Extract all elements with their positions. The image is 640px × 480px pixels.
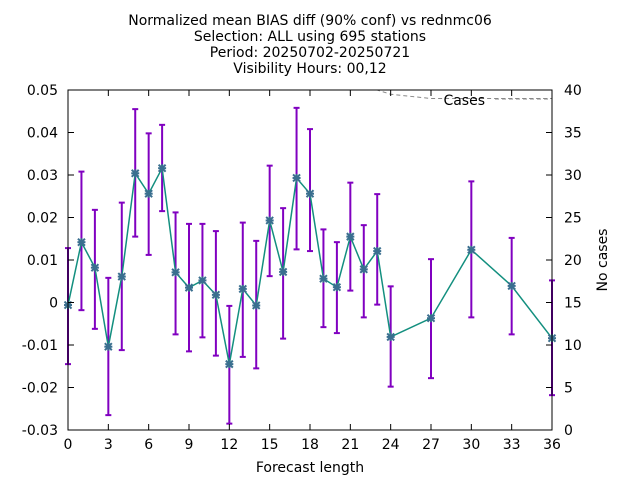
data-point <box>373 246 382 256</box>
data-point <box>198 276 207 285</box>
data-point <box>131 169 140 178</box>
y2-tick-label: 25 <box>564 211 582 227</box>
y2-tick-label: 30 <box>564 168 582 184</box>
marker-layer <box>63 163 557 369</box>
data-point <box>265 216 274 225</box>
y-tick-label: -0.02 <box>22 381 58 397</box>
x-axis: 0 3 6 9 12 15 18 21 24 27 30 33 36 <box>64 90 561 453</box>
y-tick-label: -0.03 <box>22 423 58 439</box>
x-tick-label: 21 <box>341 437 359 453</box>
x-tick-label: 36 <box>543 437 561 453</box>
data-point <box>332 282 342 292</box>
y-tick-label: 0.05 <box>27 83 58 99</box>
data-point <box>292 173 301 183</box>
x-tick-label: 12 <box>220 437 238 453</box>
x-tick-label: 30 <box>462 437 480 453</box>
x-tick-label: 6 <box>144 437 153 453</box>
chart-title: Normalized mean BIAS diff (90% conf) vs … <box>128 13 492 77</box>
data-point <box>426 314 436 323</box>
chart-title-line-1: Normalized mean BIAS diff (90% conf) vs … <box>128 13 492 29</box>
data-point <box>359 265 368 274</box>
legend-cases-label: Cases <box>443 93 485 109</box>
data-point <box>77 237 86 247</box>
data-point <box>346 232 355 241</box>
x-axis-label: Forecast length <box>256 460 364 476</box>
data-point <box>144 189 153 198</box>
legend: Cases <box>443 93 550 109</box>
y-axis: -0.03 -0.02 -0.01 0 0.01 0.02 0.03 0.04 0.05 <box>22 83 74 439</box>
x-tick-label: 33 <box>503 437 521 453</box>
y2-tick-label: 40 <box>564 83 582 99</box>
y-tick-label: 0.02 <box>27 211 58 227</box>
x-tick-label: 9 <box>185 437 194 453</box>
y-tick-label: 0.04 <box>27 126 58 142</box>
y-tick-label: 0.01 <box>27 253 58 269</box>
data-point <box>386 332 395 342</box>
chart-title-line-3: Period: 20250702-20250721 <box>210 45 410 61</box>
x-tick-label: 15 <box>261 437 279 453</box>
data-point <box>467 245 476 255</box>
data-point <box>507 281 516 291</box>
y2-tick-label: 35 <box>564 126 582 142</box>
y2-axis-label: No cases <box>595 229 611 292</box>
y2-tick-label: 5 <box>564 381 573 397</box>
data-point <box>319 274 328 283</box>
chart-title-line-4: Visibility Hours: 00,12 <box>233 61 386 77</box>
x-tick-label: 27 <box>422 437 440 453</box>
data-point <box>184 283 194 292</box>
data-point <box>305 189 315 198</box>
y-tick-label: 0.03 <box>27 168 58 184</box>
y2-tick-label: 20 <box>564 253 582 269</box>
y2-axis: 0 5 10 15 20 25 30 35 40 <box>546 83 582 439</box>
data-point <box>90 263 100 272</box>
y2-tick-label: 10 <box>564 338 582 354</box>
x-tick-label: 24 <box>382 437 400 453</box>
chart-title-line-2: Selection: ALL using 695 stations <box>194 29 426 45</box>
data-point <box>171 268 180 277</box>
y-tick-label: 0 <box>49 296 58 312</box>
data-point <box>117 272 126 281</box>
data-point <box>104 342 113 351</box>
x-tick-label: 3 <box>104 437 113 453</box>
data-point <box>225 359 234 369</box>
data-point <box>238 284 247 294</box>
x-tick-label: 0 <box>64 437 73 453</box>
errorbar-layer <box>65 106 555 425</box>
data-point <box>252 301 261 310</box>
y-tick-label: -0.01 <box>22 338 58 354</box>
data-point <box>157 163 167 173</box>
y2-tick-label: 15 <box>564 296 582 312</box>
data-point <box>278 267 288 277</box>
data-point <box>211 290 221 300</box>
y2-tick-label: 0 <box>564 423 573 439</box>
x-tick-label: 18 <box>301 437 319 453</box>
